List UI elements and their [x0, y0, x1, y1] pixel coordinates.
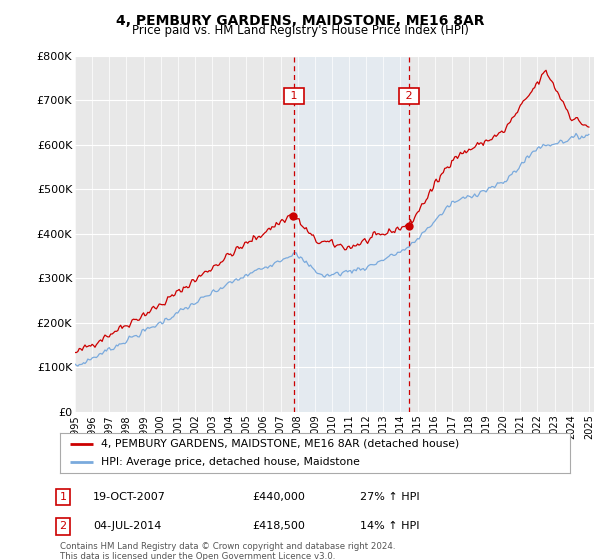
Text: Price paid vs. HM Land Registry's House Price Index (HPI): Price paid vs. HM Land Registry's House … — [131, 24, 469, 37]
Text: 4, PEMBURY GARDENS, MAIDSTONE, ME16 8AR (detached house): 4, PEMBURY GARDENS, MAIDSTONE, ME16 8AR … — [101, 439, 459, 449]
Text: 14% ↑ HPI: 14% ↑ HPI — [360, 521, 419, 531]
Text: 2: 2 — [402, 91, 416, 101]
Text: HPI: Average price, detached house, Maidstone: HPI: Average price, detached house, Maid… — [101, 458, 359, 467]
Text: 04-JUL-2014: 04-JUL-2014 — [93, 521, 161, 531]
Text: 27% ↑ HPI: 27% ↑ HPI — [360, 492, 419, 502]
Text: Contains HM Land Registry data © Crown copyright and database right 2024.
This d: Contains HM Land Registry data © Crown c… — [60, 542, 395, 560]
Text: £418,500: £418,500 — [252, 521, 305, 531]
Text: 4, PEMBURY GARDENS, MAIDSTONE, ME16 8AR: 4, PEMBURY GARDENS, MAIDSTONE, ME16 8AR — [116, 14, 484, 28]
Text: £440,000: £440,000 — [252, 492, 305, 502]
Text: 1: 1 — [59, 492, 67, 502]
Text: 2: 2 — [59, 521, 67, 531]
Text: 19-OCT-2007: 19-OCT-2007 — [93, 492, 166, 502]
Bar — [294, 56, 409, 412]
Text: 1: 1 — [287, 91, 301, 101]
